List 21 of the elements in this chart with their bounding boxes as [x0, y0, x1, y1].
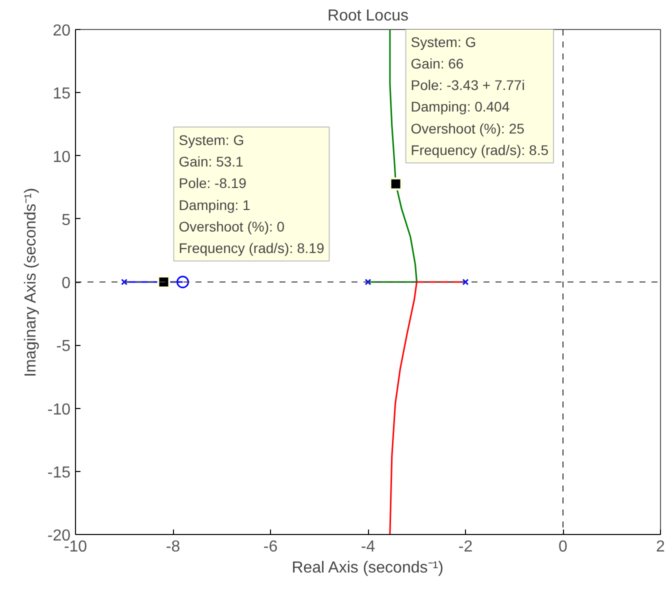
annotation: System: G Gain: 66 Pole: -3.43 + 7.77i Damping: 0.404 Overshoot (%): 25 Frequency (rad/s): 8.5 — [410, 34, 549, 158]
y-tick-label: -10 — [47, 401, 71, 418]
y-tick-label: 10 — [52, 148, 71, 166]
y-tick-label: 15 — [52, 86, 71, 103]
x-axis-title: Real Axis (seconds⁻¹) — [292, 560, 444, 576]
line-series — [389, 281, 466, 534]
x-tick-label: 2 — [656, 538, 666, 556]
y-tick-label: 20 — [52, 22, 71, 40]
x-tick-label: -8 — [166, 538, 180, 556]
y-tick-label: 0 — [62, 275, 71, 292]
y-tick-label: -15 — [47, 464, 71, 482]
x-tick-label: -2 — [458, 538, 473, 556]
x-tick-label: 0 — [558, 538, 568, 556]
y-tick-label: 5 — [62, 212, 71, 229]
annotation: System: G Gain: 53.1 Pole: -8.19 Damping: 1 Overshoot (%): 0 Frequency (rad/s): 8.19 — [178, 132, 324, 256]
x-tick-label: -6 — [263, 538, 278, 556]
chart-title: Root Locus — [328, 8, 408, 24]
y-axis-title: Imaginary Axis (seconds⁻¹) — [22, 188, 40, 377]
y-tick-label: -5 — [56, 338, 71, 356]
y-tick-label: -20 — [47, 528, 71, 544]
x-tick-label: -4 — [360, 538, 376, 556]
